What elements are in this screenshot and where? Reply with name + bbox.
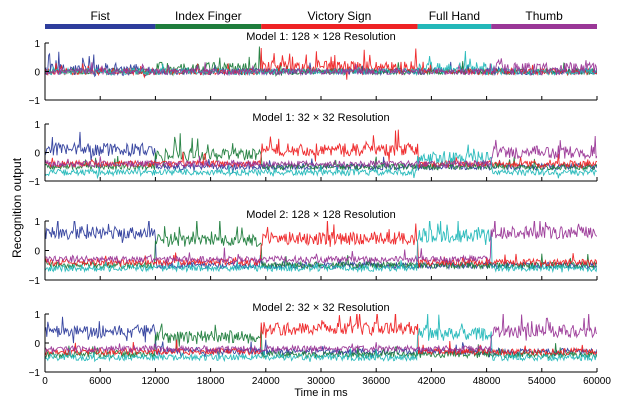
y-tick-label: −1 [29, 276, 41, 287]
series-line-full-hand [45, 221, 597, 274]
series-group [45, 46, 597, 80]
series-line-thumb [45, 314, 597, 354]
x-tick-label: 18000 [197, 376, 225, 387]
legend-label-victory-sign: Victory Sign [307, 9, 371, 23]
y-axis-label: Recognition output [10, 157, 24, 258]
y-tick-label: 0 [34, 247, 40, 258]
y-tick-label: 1 [34, 217, 40, 228]
x-tick-label: 48000 [473, 376, 501, 387]
x-tick-label: 6000 [89, 376, 112, 387]
series-group [45, 221, 597, 274]
panel-title: Model 2: 32 × 32 Resolution [252, 302, 389, 314]
series-line-full-hand [45, 314, 597, 363]
series-group [45, 314, 597, 363]
legend-label-full-hand: Full Hand [429, 9, 480, 23]
series-group [45, 129, 597, 180]
x-tick-label: 60000 [583, 376, 611, 387]
x-tick-label: 54000 [528, 376, 556, 387]
panel-4: Model 2: 32 × 32 Resolution −1 0 1 [29, 302, 598, 379]
y-tick-label: −1 [29, 368, 41, 379]
legend-label-index-finger: Index Finger [175, 9, 242, 23]
x-tick-labels: 0 6000 12000 18000 24000 30000 36000 42000 48000… [42, 376, 611, 387]
legend-segment-thumb [491, 24, 597, 29]
x-tick-label: 12000 [141, 376, 169, 387]
legend-label-thumb: Thumb [525, 9, 563, 23]
legend-segment-full-hand [417, 24, 492, 29]
gesture-legend-bar: Fist Index Finger Victory Sign Full Hand Thu… [45, 9, 597, 29]
y-tick-label: 1 [34, 310, 40, 321]
series-line-index-finger [45, 46, 597, 77]
series-line-thumb [45, 221, 597, 266]
x-tick-label: 36000 [362, 376, 390, 387]
legend-segment-victory-sign [261, 24, 418, 29]
legend-label-fist: Fist [91, 9, 111, 23]
panel-3: Model 2: 128 × 128 Resolution −1 0 1 [29, 209, 598, 287]
y-tick-label: −1 [29, 177, 41, 188]
series-line-full-hand [45, 144, 597, 180]
series-line-thumb [45, 58, 597, 77]
x-tick-label: 24000 [252, 376, 280, 387]
x-axis-label: Time in ms [294, 387, 348, 399]
series-line-victory-sign [45, 221, 597, 269]
y-tick-label: 0 [34, 149, 40, 160]
series-line-victory-sign [45, 47, 597, 80]
x-tick-label: 0 [42, 376, 48, 387]
series-line-victory-sign [45, 314, 597, 357]
legend-segment-fist [45, 24, 156, 29]
legend-segment-index-finger [155, 24, 262, 29]
series-line-thumb [45, 135, 597, 169]
series-line-fist [45, 316, 597, 360]
y-tick-label: 0 [34, 68, 40, 79]
y-tick-label: 1 [34, 120, 40, 131]
y-tick-label: −1 [29, 96, 41, 107]
panel-2: Model 1: 32 × 32 Resolution −1 0 1 [29, 112, 598, 188]
x-tick-label: 42000 [417, 376, 445, 387]
panel-title: Model 2: 128 × 128 Resolution [246, 209, 396, 221]
panel-title: Model 1: 128 × 128 Resolution [246, 31, 396, 43]
x-tick-label: 30000 [307, 376, 335, 387]
panel-title: Model 1: 32 × 32 Resolution [252, 112, 389, 124]
panel-1: Model 1: 128 × 128 Resolution −1 0 1 [29, 31, 598, 107]
series-line-victory-sign [45, 129, 597, 170]
y-tick-label: 1 [34, 39, 40, 50]
y-tick-label: 0 [34, 339, 40, 350]
